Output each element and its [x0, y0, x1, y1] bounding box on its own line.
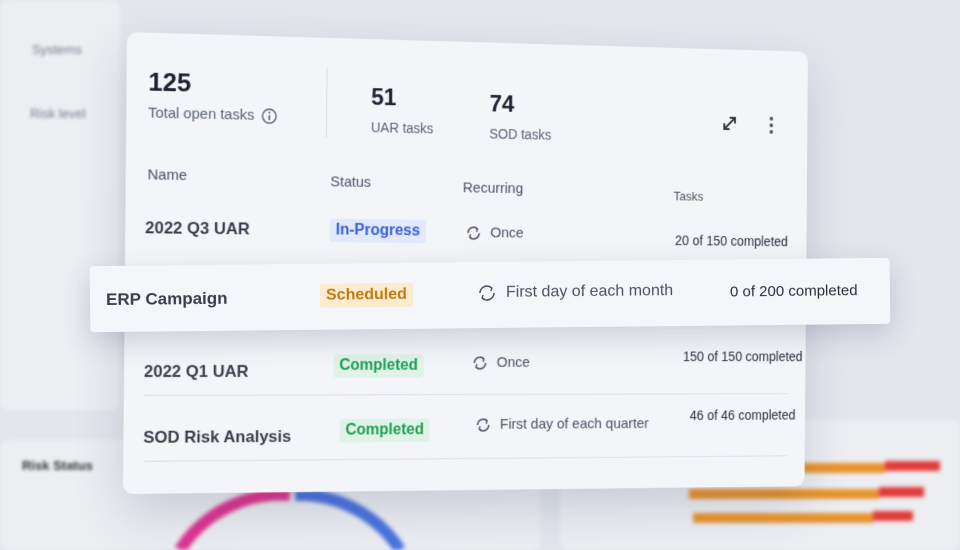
info-icon [262, 108, 278, 124]
tasks: 0 of 200 completed [730, 282, 858, 300]
status-pill: Scheduled [320, 283, 413, 308]
tasks: 20 of 150 completed [675, 233, 788, 249]
status-pill: In-Progress [330, 219, 426, 244]
row-name: 2022 Q1 UAR [144, 362, 249, 382]
sod-label: SOD tasks [489, 126, 551, 143]
uar-label: UAR tasks [371, 119, 434, 136]
label: Once [490, 225, 523, 242]
total-value: 125 [148, 67, 191, 99]
header: Name [147, 166, 187, 184]
row[interactable]: SOD Risk Analysis Completed First day of… [123, 396, 805, 462]
label: First day of each month [506, 282, 673, 302]
separator [143, 455, 787, 462]
label: Total open tasks [148, 105, 254, 124]
bg-label: Risk level [30, 106, 86, 121]
bg-label: Systems [32, 42, 82, 57]
recurring: First day of each quarter [476, 415, 649, 432]
sod-value: 74 [489, 91, 514, 119]
bg-label: Risk Status [22, 458, 93, 473]
header: Status [330, 173, 371, 190]
recur-icon [476, 417, 491, 433]
tasks: 46 of 46 completed [690, 407, 796, 423]
menu-button[interactable] [767, 115, 776, 136]
tasks: 150 of 150 completed [683, 349, 803, 364]
label: Once [497, 354, 530, 370]
header: Tasks [674, 189, 704, 204]
divider [326, 67, 328, 138]
recur-icon [478, 284, 496, 302]
total-label: Total open tasks [148, 105, 278, 125]
recur-icon [472, 355, 487, 371]
status-pill: Completed [340, 418, 430, 442]
row[interactable]: 2022 Q1 UAR Completed Once 150 of 150 co… [124, 332, 806, 396]
bg-panel [0, 0, 120, 410]
row-name: 2022 Q3 UAR [145, 218, 250, 239]
header: Recurring [463, 180, 524, 197]
uar-value: 51 [371, 84, 397, 112]
recurring: Once [466, 224, 524, 241]
status-pill: Completed [334, 354, 424, 378]
label: First day of each quarter [500, 415, 649, 432]
highlighted-row[interactable]: ERP Campaign Scheduled First day of each… [90, 258, 891, 332]
row-name: SOD Risk Analysis [143, 427, 291, 448]
recurring: Once [472, 354, 530, 370]
row-name: ERP Campaign [106, 289, 228, 310]
recurring: First day of each month [478, 282, 673, 302]
row[interactable]: 2022 Q3 UAR In-Progress Once 20 of 150 c… [125, 196, 807, 266]
recur-icon [466, 225, 481, 241]
bg-donut [160, 490, 460, 550]
expand-button[interactable] [721, 114, 739, 133]
